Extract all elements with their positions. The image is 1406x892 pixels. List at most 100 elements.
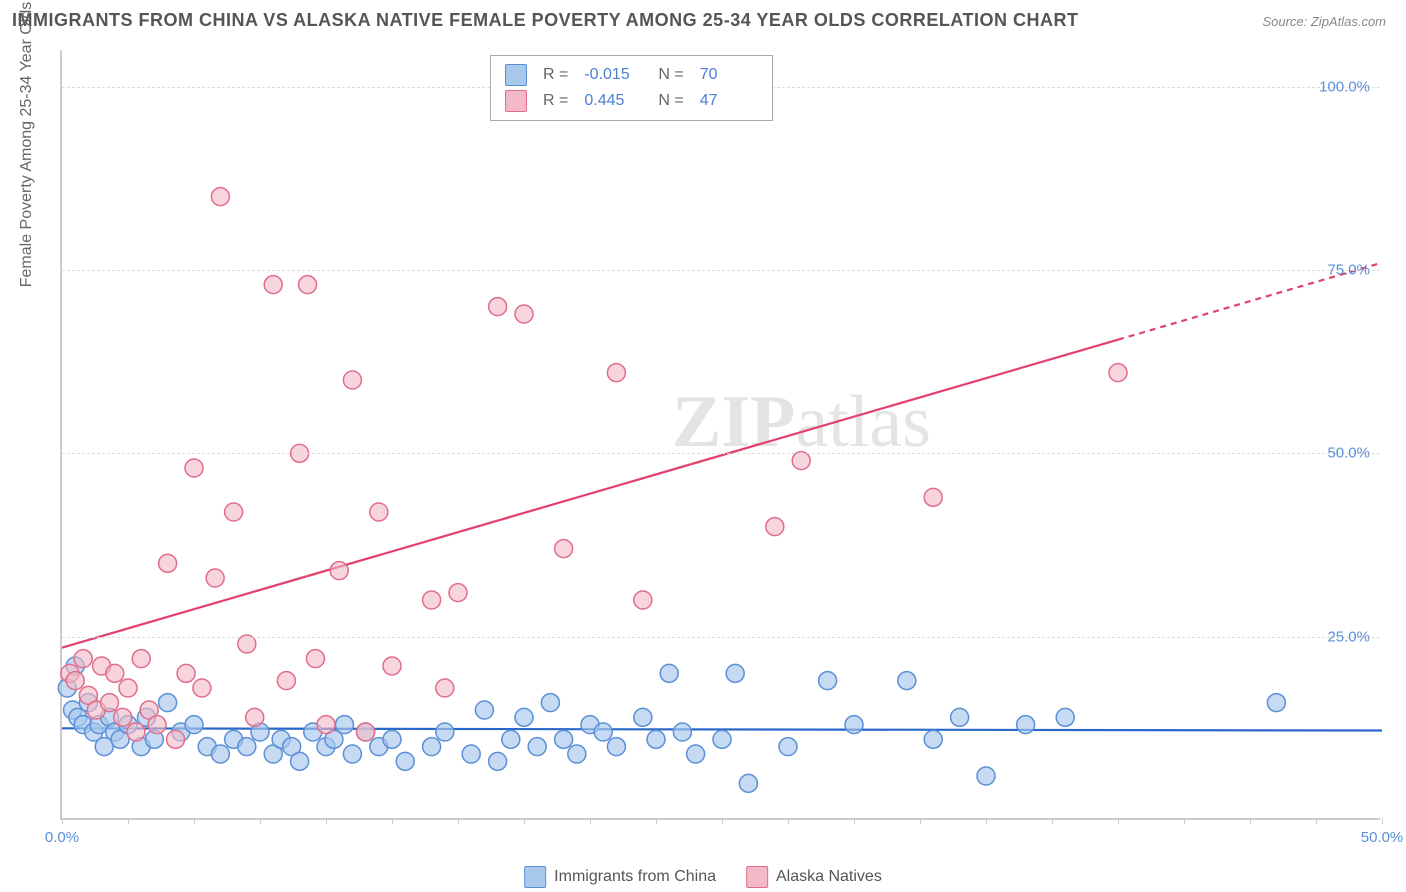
legend-swatch xyxy=(746,866,768,888)
data-point xyxy=(177,664,195,682)
data-point xyxy=(660,664,678,682)
series-legend-label: Alaska Natives xyxy=(776,868,882,886)
series-legend-label: Immigrants from China xyxy=(554,868,716,886)
data-point xyxy=(343,745,361,763)
data-point xyxy=(167,730,185,748)
data-point xyxy=(238,635,256,653)
data-point xyxy=(713,730,731,748)
legend-r-value: -0.015 xyxy=(584,66,642,84)
gridline xyxy=(62,270,1380,271)
data-point xyxy=(555,730,573,748)
series-legend-item: Immigrants from China xyxy=(524,866,716,888)
data-point xyxy=(206,569,224,587)
data-point xyxy=(423,738,441,756)
data-point xyxy=(159,694,177,712)
data-point xyxy=(924,730,942,748)
x-tick-mark xyxy=(62,818,63,824)
data-point xyxy=(211,745,229,763)
data-point xyxy=(502,730,520,748)
data-point xyxy=(101,694,119,712)
scatter-plot-svg xyxy=(62,50,1380,818)
data-point xyxy=(119,679,137,697)
series-legend-item: Alaska Natives xyxy=(746,866,882,888)
series-legend: Immigrants from China Alaska Natives xyxy=(524,866,882,888)
x-tick-mark xyxy=(656,818,657,824)
x-tick-mark xyxy=(128,818,129,824)
data-point xyxy=(132,650,150,668)
data-point xyxy=(74,650,92,668)
data-point xyxy=(779,738,797,756)
x-tick-mark xyxy=(260,818,261,824)
legend-r-label: R = xyxy=(543,66,568,84)
x-tick-mark xyxy=(1184,818,1185,824)
data-point xyxy=(845,716,863,734)
data-point xyxy=(449,584,467,602)
data-point xyxy=(335,716,353,734)
source-attribution: Source: ZipAtlas.com xyxy=(1262,14,1386,29)
legend-r-label: R = xyxy=(543,92,568,110)
x-tick-mark xyxy=(458,818,459,824)
data-point xyxy=(528,738,546,756)
data-point xyxy=(1056,708,1074,726)
data-point xyxy=(951,708,969,726)
data-point xyxy=(647,730,665,748)
data-point xyxy=(343,371,361,389)
data-point xyxy=(185,459,203,477)
x-tick-mark xyxy=(854,818,855,824)
data-point xyxy=(489,298,507,316)
y-tick-label: 50.0% xyxy=(1327,445,1370,462)
data-point xyxy=(106,664,124,682)
data-point xyxy=(924,488,942,506)
data-point xyxy=(898,672,916,690)
data-point xyxy=(193,679,211,697)
x-tick-mark xyxy=(392,818,393,824)
data-point xyxy=(489,752,507,770)
data-point xyxy=(555,540,573,558)
data-point xyxy=(299,276,317,294)
x-tick-mark xyxy=(1052,818,1053,824)
x-tick-mark xyxy=(524,818,525,824)
data-point xyxy=(687,745,705,763)
legend-n-value: 47 xyxy=(700,92,758,110)
data-point xyxy=(1017,716,1035,734)
data-point xyxy=(185,716,203,734)
x-tick-mark xyxy=(722,818,723,824)
legend-n-label: N = xyxy=(658,92,683,110)
data-point xyxy=(475,701,493,719)
data-point xyxy=(436,679,454,697)
data-point xyxy=(225,503,243,521)
data-point xyxy=(114,708,132,726)
x-tick-mark xyxy=(590,818,591,824)
data-point xyxy=(264,276,282,294)
data-point xyxy=(159,554,177,572)
x-tick-mark xyxy=(1118,818,1119,824)
data-point xyxy=(766,518,784,536)
x-tick-mark xyxy=(1250,818,1251,824)
data-point xyxy=(792,452,810,470)
data-point xyxy=(148,716,166,734)
data-point xyxy=(370,503,388,521)
x-tick-label: 0.0% xyxy=(45,829,79,846)
data-point xyxy=(515,305,533,323)
data-point xyxy=(1267,694,1285,712)
x-tick-mark xyxy=(194,818,195,824)
y-tick-label: 100.0% xyxy=(1319,78,1370,95)
data-point xyxy=(317,716,335,734)
data-point xyxy=(1109,364,1127,382)
data-point xyxy=(607,738,625,756)
data-point xyxy=(423,591,441,609)
plot-area: ZIPatlas 25.0%50.0%75.0%100.0%0.0%50.0% xyxy=(60,50,1380,820)
data-point xyxy=(357,723,375,741)
x-tick-label: 50.0% xyxy=(1361,829,1404,846)
x-tick-mark xyxy=(920,818,921,824)
x-tick-mark xyxy=(1316,818,1317,824)
x-tick-mark xyxy=(1382,818,1383,824)
gridline xyxy=(62,453,1380,454)
data-point xyxy=(330,562,348,580)
data-point xyxy=(291,752,309,770)
data-point xyxy=(673,723,691,741)
x-tick-mark xyxy=(788,818,789,824)
data-point xyxy=(607,364,625,382)
data-point xyxy=(819,672,837,690)
data-point xyxy=(594,723,612,741)
